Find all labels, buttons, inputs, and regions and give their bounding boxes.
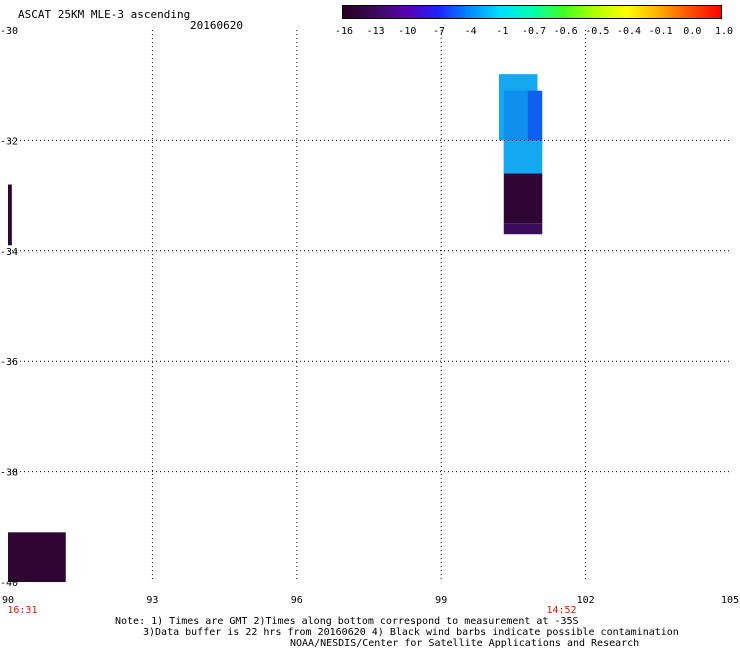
lon-tick-label: 102 [577,595,595,606]
data-patches [8,74,543,582]
data-patch [503,223,543,235]
data-patch [8,184,12,246]
data-patch [527,90,543,146]
colorbar-label: 1.0 [714,26,734,37]
time-label: 16:31 [7,605,37,616]
colorbar-labels: -16 -13 -10 -7 -4 -1 -0.7 -0.6 -0.5 -0.4 -0.1 0.0 1.… [330,26,740,40]
tick-labels: 90 93 96 99 102 105 -30 -32 -34 -36 -38 -40 16:31 14:… [0,26,739,616]
note-line-3: NOAA/NESDIS/Center for Satellite Applica… [290,638,640,649]
product-date: 20160620 [190,19,243,32]
product-title: ASCAT 25KM MLE-3 ascending [18,8,191,21]
colorbar [342,5,722,19]
colorbar-label: -7 [432,26,446,37]
colorbar-label: -4 [464,26,477,37]
colorbar-label: 0.0 [683,26,702,37]
time-label: 14:52 [546,605,576,616]
lon-tick-label: 99 [435,595,447,606]
note-line-2: 3)Data buffer is 22 hrs from 20160620 4)… [143,627,679,638]
data-patch [8,532,66,582]
colorbar-label: -10 [398,26,417,37]
lon-tick-label: 105 [721,595,739,606]
lat-tick-label: -36 [0,357,18,368]
colorbar-label: -0.5 [585,26,610,37]
data-patch [503,173,543,224]
colorbar-label: -1 [496,26,509,37]
lon-tick-label: 96 [291,595,303,606]
colorbar-label: -16 [334,26,354,37]
lat-tick-label: -38 [0,468,18,479]
lon-tick-label: 90 [2,595,14,606]
data-patch [503,140,543,174]
lon-tick-label: 93 [146,595,158,606]
lat-tick-label: -30 [0,26,18,37]
lat-tick-label: -32 [0,136,18,147]
graticule [8,30,730,582]
colorbar-label: -0.1 [648,26,673,37]
lat-tick-label: -40 [0,578,18,589]
lat-tick-label: -34 [0,247,18,258]
colorbar-label: -0.4 [616,26,642,37]
colorbar-gradient [343,6,721,18]
colorbar-label: -13 [366,26,385,37]
colorbar-label: -0.6 [553,26,578,37]
colorbar-label: -0.7 [521,26,547,37]
note-line-1: Note: 1) Times are GMT 2)Times along bot… [115,616,579,627]
